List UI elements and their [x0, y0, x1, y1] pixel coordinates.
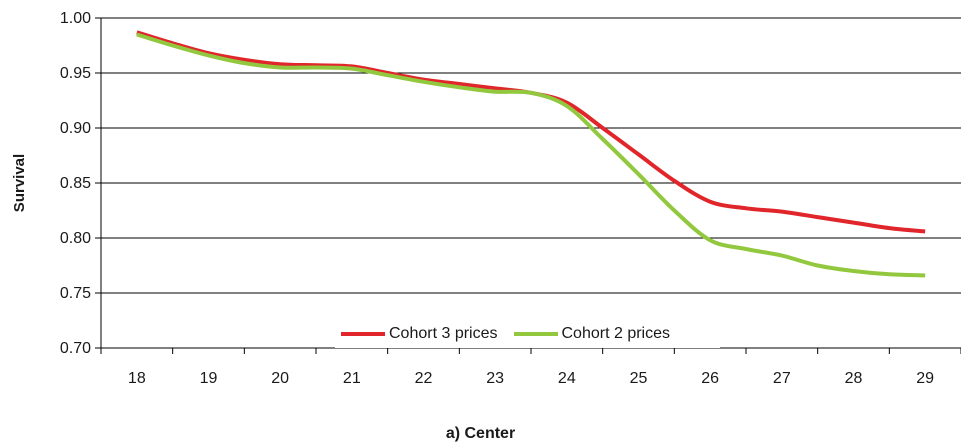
legend-swatch-cohort-2	[513, 332, 558, 336]
legend-item-cohort-2: Cohort 2 prices	[513, 325, 671, 343]
y-tick-label: 0.80	[60, 230, 91, 247]
gridlines	[95, 17, 961, 349]
x-tick-label: 29	[916, 370, 934, 387]
series-lines	[136, 30, 926, 278]
x-tick-label: 21	[343, 370, 361, 387]
y-tick-label: 0.90	[60, 120, 91, 137]
series-line-cohort-3	[136, 30, 926, 234]
y-tick-labels: 0.70 0.75 0.80 0.85 0.90 0.95 1.00	[60, 10, 91, 357]
x-tick-label: 25	[630, 370, 648, 387]
y-axis-label: Survival	[11, 154, 28, 212]
legend: Cohort 3 prices Cohort 2 prices	[335, 320, 720, 348]
y-tick-label: 0.95	[60, 65, 91, 82]
x-tick-label: 19	[200, 370, 218, 387]
x-tick-label: 26	[701, 370, 719, 387]
series-line-cohort-2	[136, 32, 926, 278]
x-tick-label: 27	[773, 370, 791, 387]
legend-swatch-cohort-3	[341, 332, 385, 336]
x-tick-label: 20	[271, 370, 289, 387]
legend-item-cohort-3: Cohort 3 prices	[341, 325, 498, 343]
y-tick-label: 0.85	[60, 175, 91, 192]
x-tick-label: 23	[486, 370, 504, 387]
legend-label-cohort-2: Cohort 2 prices	[561, 325, 671, 342]
chart-caption: a) Center	[445, 425, 516, 442]
x-axis: 18 19 20 21 22 23 24 25 26 27 28 29	[100, 18, 961, 387]
y-tick-label: 0.70	[60, 340, 91, 357]
x-tick-label: 24	[558, 370, 576, 387]
x-tick-label: 28	[845, 370, 863, 387]
y-tick-label: 0.75	[60, 285, 91, 302]
x-tick-label: 18	[128, 370, 146, 387]
legend-label-cohort-3: Cohort 3 prices	[389, 325, 498, 342]
y-tick-label: 1.00	[60, 10, 91, 27]
x-tick-label: 22	[415, 370, 433, 387]
